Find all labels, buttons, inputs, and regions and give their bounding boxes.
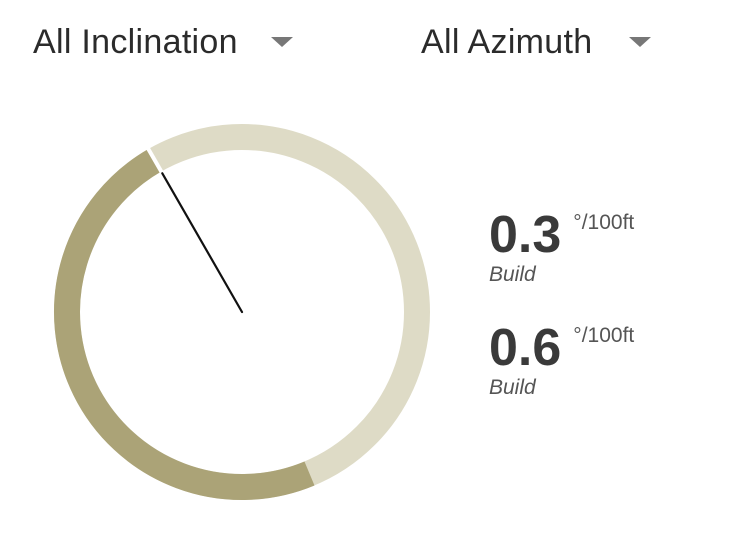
metric-build-1: 0.3 °/100ft Build	[489, 205, 634, 287]
inclination-filter-label: All Inclination	[33, 22, 238, 61]
azimuth-filter-label: All Azimuth	[421, 22, 593, 61]
metric-unit: °/100ft	[573, 211, 635, 234]
metric-value: 0.6	[489, 319, 562, 377]
metric-label: Build	[489, 376, 536, 399]
metric-label: Build	[489, 263, 536, 286]
gauge-progress-arc	[54, 149, 315, 500]
inclination-filter-dropdown[interactable]: All Inclination	[33, 18, 293, 66]
chevron-down-icon	[629, 37, 652, 47]
build-rate-gauge	[54, 124, 430, 500]
metric-build-2: 0.6 °/100ft Build	[489, 318, 634, 400]
gauge-gap	[145, 146, 165, 175]
chevron-down-icon	[270, 37, 293, 47]
azimuth-filter-dropdown[interactable]: All Azimuth	[421, 18, 652, 66]
metric-value: 0.3	[489, 206, 562, 264]
gauge-needle	[161, 172, 244, 314]
metric-unit: °/100ft	[573, 324, 635, 347]
